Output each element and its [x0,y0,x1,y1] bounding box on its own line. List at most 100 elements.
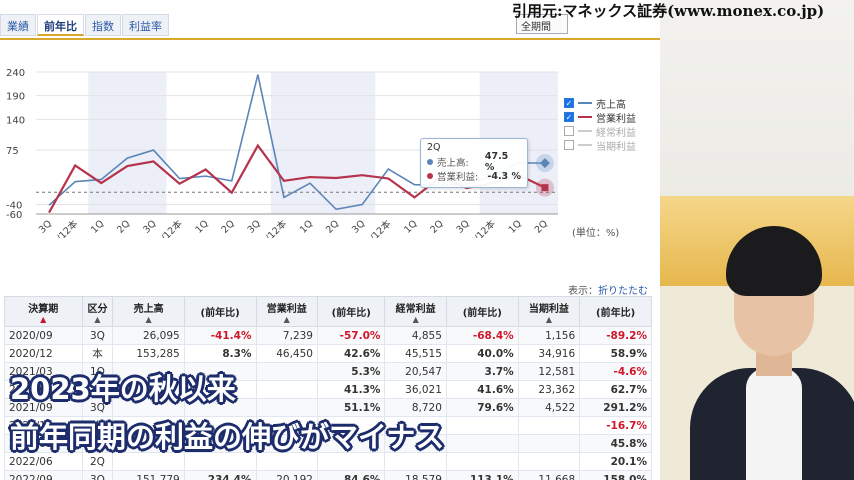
table-cell: 20,192 [255,470,318,480]
table-cell [255,362,318,381]
table-cell: 2021/06 [4,380,83,399]
checkbox-unchecked-icon[interactable] [564,126,574,136]
tab-performance[interactable]: 業績 [0,14,36,36]
table-cell: 291.2% [579,398,652,417]
table-header[interactable]: 経常利益 ▲ [384,296,447,327]
table-cell: 45.8% [579,434,652,453]
table-row: 2022/09 3Q 151,779 234.4% 20,192 84.6% 18,579 1… [4,470,652,480]
table-header-label: 経常利益 [395,303,436,315]
y-tick-label: 240 [6,68,25,79]
x-tick-label: 1Q [507,218,524,235]
table-cell [255,398,318,417]
table-row: 2021/03 1Q 5.3% 20,547 3.7% 12,581 -4.6% [4,362,652,381]
chart-tooltip: 2Q 売上高: 47.5 % 営業利益: -4.3 % [420,138,528,188]
table-cell [517,416,581,435]
table-row: 2021/09 3Q 51.1% 8,720 79.6% 4,522 291.2% [4,398,652,417]
tab-margin[interactable]: 利益率 [122,14,169,36]
yoy-line-chart: 24019014075-40-603Q2020/12本1Q2Q3Q2021/12… [6,68,558,238]
tab-yoy[interactable]: 前年比 [37,14,84,36]
table-cell: 79.6% [445,398,519,417]
tab-index[interactable]: 指数 [85,14,121,36]
table-cell [445,452,519,471]
legend-ordinary[interactable]: 経常利益 [564,124,636,139]
table-header[interactable]: 売上高 ▲ [112,296,185,327]
checkbox-unchecked-icon[interactable] [564,140,574,150]
table-header[interactable]: (前年比) [183,296,257,327]
table-cell: 84.6% [316,470,386,480]
stock-screen: 業績 前年比 指数 利益率 全期間 24019014075-40-603Q202… [0,14,660,480]
tab-bar: 業績 前年比 指数 利益率 [0,14,170,36]
source-credit: 引用元:マネックス証券(www.monex.co.jp) [512,2,825,20]
table-header-label: 決算期 [28,303,59,315]
table-cell: 2020/12 [4,344,83,363]
fold-link[interactable]: 折りたたむ [598,286,648,297]
checkbox-checked-icon[interactable]: ✓ [564,112,574,122]
tooltip-row-sales: 売上高: 47.5 % [427,151,521,173]
line-sample-icon [578,102,592,104]
table-cell: 113.1% [445,470,519,480]
table-cell: 2021/12 [4,416,83,435]
table-cell: 45,515 [384,344,447,363]
table-cell [517,452,581,471]
table-row: 2021/06 2Q 41.3% 36,021 41.6% 23,362 62.7% [4,380,652,399]
table-cell [183,452,257,471]
table-header[interactable]: 当期利益 ▲ [517,296,581,327]
sort-arrow-icon[interactable]: ▲ [545,314,552,324]
unit-label: (単位：%) [572,228,620,239]
sort-arrow-icon[interactable]: ▲ [40,314,47,324]
table-cell: -16.7% [579,416,652,435]
table-cell: 20,547 [384,362,447,381]
x-tick-label: 2Q [428,218,445,235]
table-header[interactable]: (前年比) [316,296,386,327]
table-cell [112,380,185,399]
tooltip-title: 2Q [427,142,441,153]
y-tick-label: 190 [6,92,25,103]
table-header[interactable]: (前年比) [579,296,652,327]
legend-operating[interactable]: ✓ 営業利益 [564,112,636,125]
checkbox-checked-icon[interactable]: ✓ [564,98,574,108]
legend-net[interactable]: 当期利益 [564,138,636,153]
table-cell: 23,362 [517,380,581,399]
table-header-label: 営業利益 [266,303,307,315]
y-tick-label: -60 [6,210,22,221]
table-cell: -57.0% [316,326,386,345]
table-cell: 2022/03 [4,434,83,453]
table-cell [112,362,185,381]
legend-sales[interactable]: ✓ 売上高 [564,98,626,111]
x-tick-label: 3Q [246,218,263,235]
y-tick-label: 140 [6,115,25,126]
table-header-label: (前年比) [462,308,502,319]
line-sample-icon [578,130,592,132]
table-row: 2020/09 3Q 26,095 -41.4% 7,239 -57.0% 4,855 -68… [4,326,652,345]
table-cell: 本 [81,344,114,363]
table-cell: 2020/09 [4,326,83,345]
table-cell [112,434,185,453]
table-header[interactable]: 区分 ▲ [81,296,114,327]
period-dropdown[interactable]: 全期間 [516,14,568,34]
table-row: 2022/06 2Q 20.1% [4,452,652,471]
table-header[interactable]: (前年比) [445,296,519,327]
table-cell: 2Q [81,452,114,471]
sort-arrow-icon[interactable]: ▲ [94,314,101,324]
data-point-sales-last [540,158,550,169]
table-header[interactable]: 決算期 ▲ [4,296,83,327]
table-cell: 8.3% [183,344,257,363]
tooltip-row-operating: 営業利益: -4.3 % [427,169,521,183]
sort-arrow-icon[interactable]: ▲ [145,314,152,324]
table-cell: 234.4% [183,470,257,480]
sort-arrow-icon[interactable]: ▲ [412,314,419,324]
table-cell: 3Q [81,398,114,417]
table-cell [255,452,318,471]
table-cell: 18,579 [384,470,447,480]
year-band-1 [270,72,376,214]
x-tick-label: 1Q [298,218,315,235]
table-cell: 1,156 [517,326,581,345]
table-header[interactable]: 営業利益 ▲ [255,296,318,327]
table-cell: 2022/09 [4,470,83,480]
x-tick-label: 2Q [220,218,237,235]
line-sample-icon [578,116,592,118]
sort-arrow-icon[interactable]: ▲ [283,314,290,324]
table-cell: 36,021 [384,380,447,399]
table-cell: 20.1% [579,452,652,471]
table-header-label: (前年比) [331,308,371,319]
